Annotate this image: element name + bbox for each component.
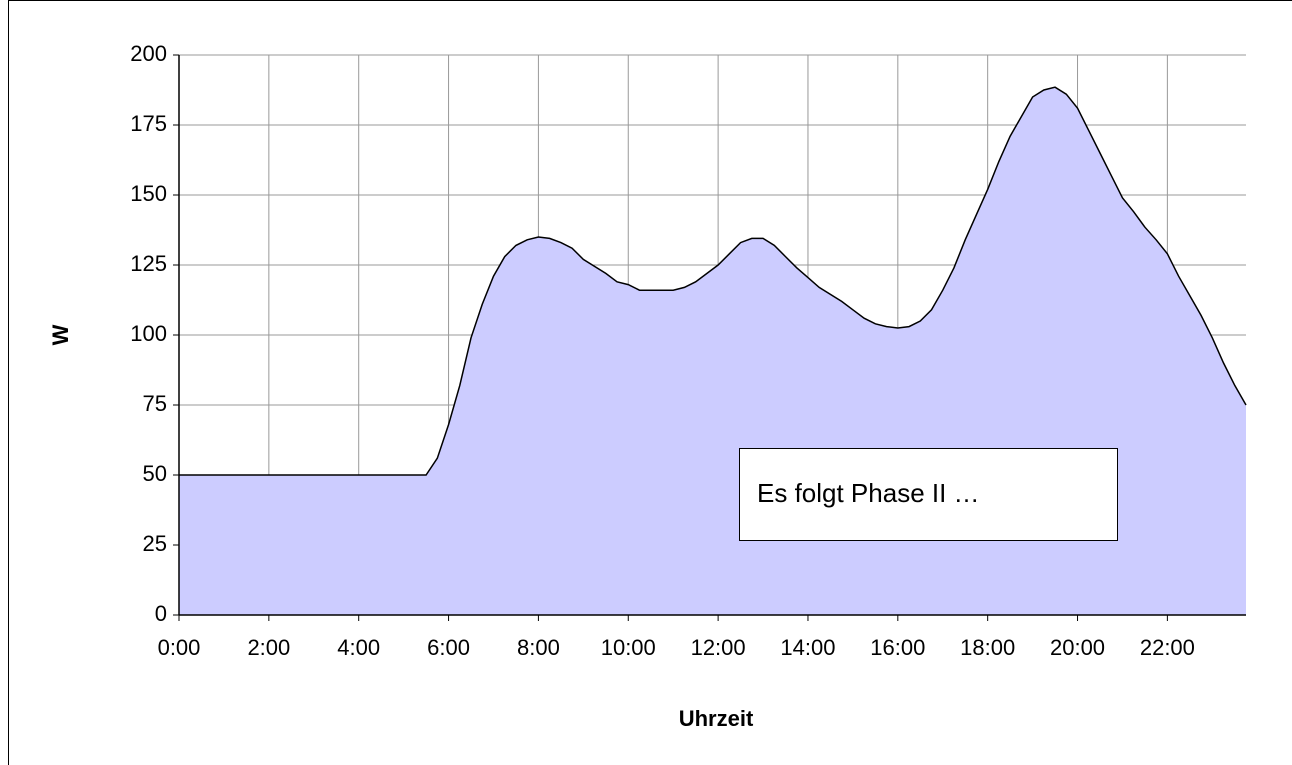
y-tick-label: 25	[143, 531, 167, 556]
x-tick-label: 20:00	[1050, 635, 1105, 660]
y-tick-label: 0	[155, 601, 167, 626]
annotation: Es folgt Phase II …	[757, 478, 980, 508]
x-tick-label: 8:00	[517, 635, 560, 660]
area-line	[179, 86, 1247, 476]
y-tick-label: 75	[143, 391, 167, 416]
x-tick-label: 18:00	[960, 635, 1015, 660]
y-tick-label: 200	[130, 41, 167, 66]
frame	[8, 0, 1292, 765]
x-tick-label: 16:00	[870, 635, 925, 660]
x-axis-label: Uhrzeit	[679, 706, 754, 731]
annotation-box	[739, 448, 1118, 541]
x-tick-label: 4:00	[337, 635, 380, 660]
y-tick-label: 100	[130, 321, 167, 346]
x-tick-label: 0:00	[158, 635, 201, 660]
y-tick-label: 150	[130, 181, 167, 206]
y-tick-label: 175	[130, 111, 167, 136]
x-tick-label: 2:00	[247, 635, 290, 660]
x-tick-label: 12:00	[691, 635, 746, 660]
y-axis-label: W	[48, 324, 73, 345]
y-tick-label: 50	[143, 461, 167, 486]
x-tick-label: 10:00	[601, 635, 656, 660]
x-tick-label: 14:00	[780, 635, 835, 660]
x-tick-label: 22:00	[1140, 635, 1195, 660]
y-tick-label: 125	[130, 251, 167, 276]
x-tick-label: 6:00	[427, 635, 470, 660]
